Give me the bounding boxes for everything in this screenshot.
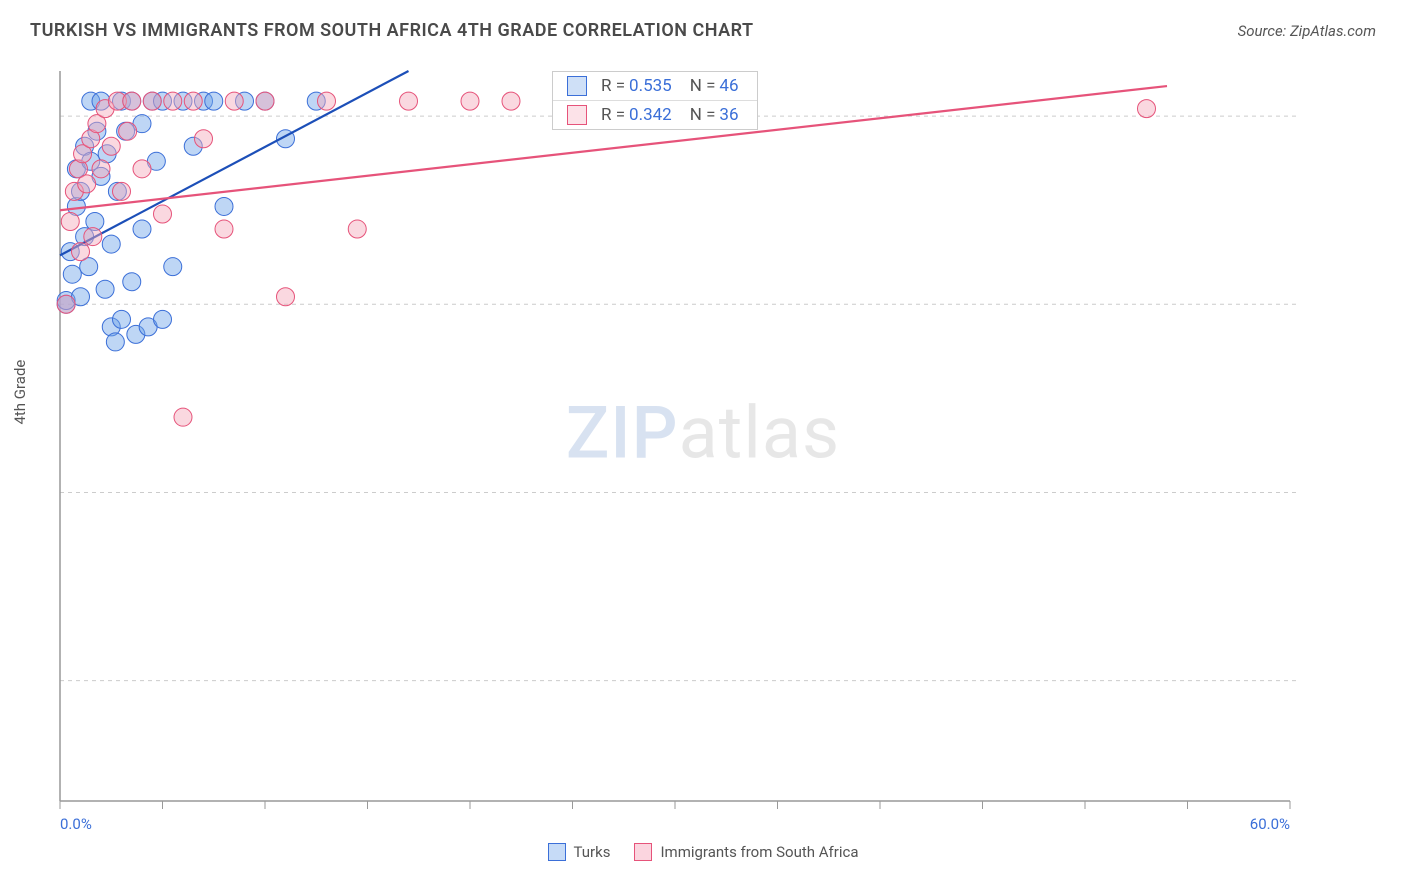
data-point <box>102 235 120 253</box>
chart-title: TURKISH VS IMMIGRANTS FROM SOUTH AFRICA … <box>30 20 754 41</box>
series-swatch <box>567 105 587 125</box>
svg-text:0.0%: 0.0% <box>60 815 92 831</box>
stat-r-label: R = <box>601 76 625 96</box>
correlation-stats-box: R = 0.535 N = 46 R = 0.342 N = 36 <box>552 71 758 130</box>
stat-r-value: 0.342 <box>629 105 672 125</box>
data-point <box>215 197 233 215</box>
stat-r-value: 0.535 <box>629 76 672 96</box>
data-point <box>123 273 141 291</box>
legend-item: Immigrants from South Africa <box>634 843 858 861</box>
data-point <box>133 220 151 238</box>
data-point <box>154 205 172 223</box>
source-label: Source: ZipAtlas.com <box>1238 22 1376 40</box>
series-swatch <box>567 76 587 96</box>
data-point <box>84 228 102 246</box>
data-point <box>1138 100 1156 118</box>
stat-n-value: 36 <box>719 105 738 125</box>
data-point <box>78 175 96 193</box>
data-point <box>63 265 81 283</box>
legend-swatch <box>548 843 566 861</box>
data-point <box>113 310 131 328</box>
data-point <box>72 243 90 261</box>
data-point <box>102 137 120 155</box>
legend: Turks Immigrants from South Africa <box>0 843 1406 865</box>
data-point <box>225 92 243 110</box>
data-point <box>461 92 479 110</box>
data-point <box>184 92 202 110</box>
data-point <box>154 310 172 328</box>
stat-n-label: N = <box>690 105 716 125</box>
legend-label: Turks <box>574 843 611 861</box>
y-axis-label: 4th Grade <box>11 360 29 425</box>
data-point <box>92 160 110 178</box>
data-point <box>502 92 520 110</box>
data-point <box>57 295 75 313</box>
svg-text:60.0%: 60.0% <box>1250 815 1290 831</box>
data-point <box>195 130 213 148</box>
data-point <box>348 220 366 238</box>
stats-row: R = 0.535 N = 46 <box>553 72 757 101</box>
stat-n-value: 46 <box>719 76 738 96</box>
data-point <box>277 288 295 306</box>
data-point <box>256 92 274 110</box>
legend-item: Turks <box>548 843 611 861</box>
data-point <box>133 160 151 178</box>
data-point <box>106 333 124 351</box>
legend-swatch <box>634 843 652 861</box>
data-point <box>113 182 131 200</box>
chart-container: 4th Grade 92.5%97.5%0.0%60.0% ZIPatlas R… <box>30 61 1376 835</box>
data-point <box>174 408 192 426</box>
data-point <box>164 258 182 276</box>
data-point <box>61 213 79 231</box>
stats-row: R = 0.342 N = 36 <box>553 101 757 129</box>
scatter-chart: 92.5%97.5%0.0%60.0% <box>30 61 1320 831</box>
data-point <box>205 92 223 110</box>
data-point <box>215 220 233 238</box>
stat-r-label: R = <box>601 105 625 125</box>
data-point <box>123 92 141 110</box>
data-point <box>119 122 137 140</box>
data-point <box>96 280 114 298</box>
data-point <box>143 92 161 110</box>
data-point <box>400 92 418 110</box>
legend-label: Immigrants from South Africa <box>660 843 858 861</box>
data-point <box>164 92 182 110</box>
stat-n-label: N = <box>690 76 716 96</box>
data-point <box>318 92 336 110</box>
